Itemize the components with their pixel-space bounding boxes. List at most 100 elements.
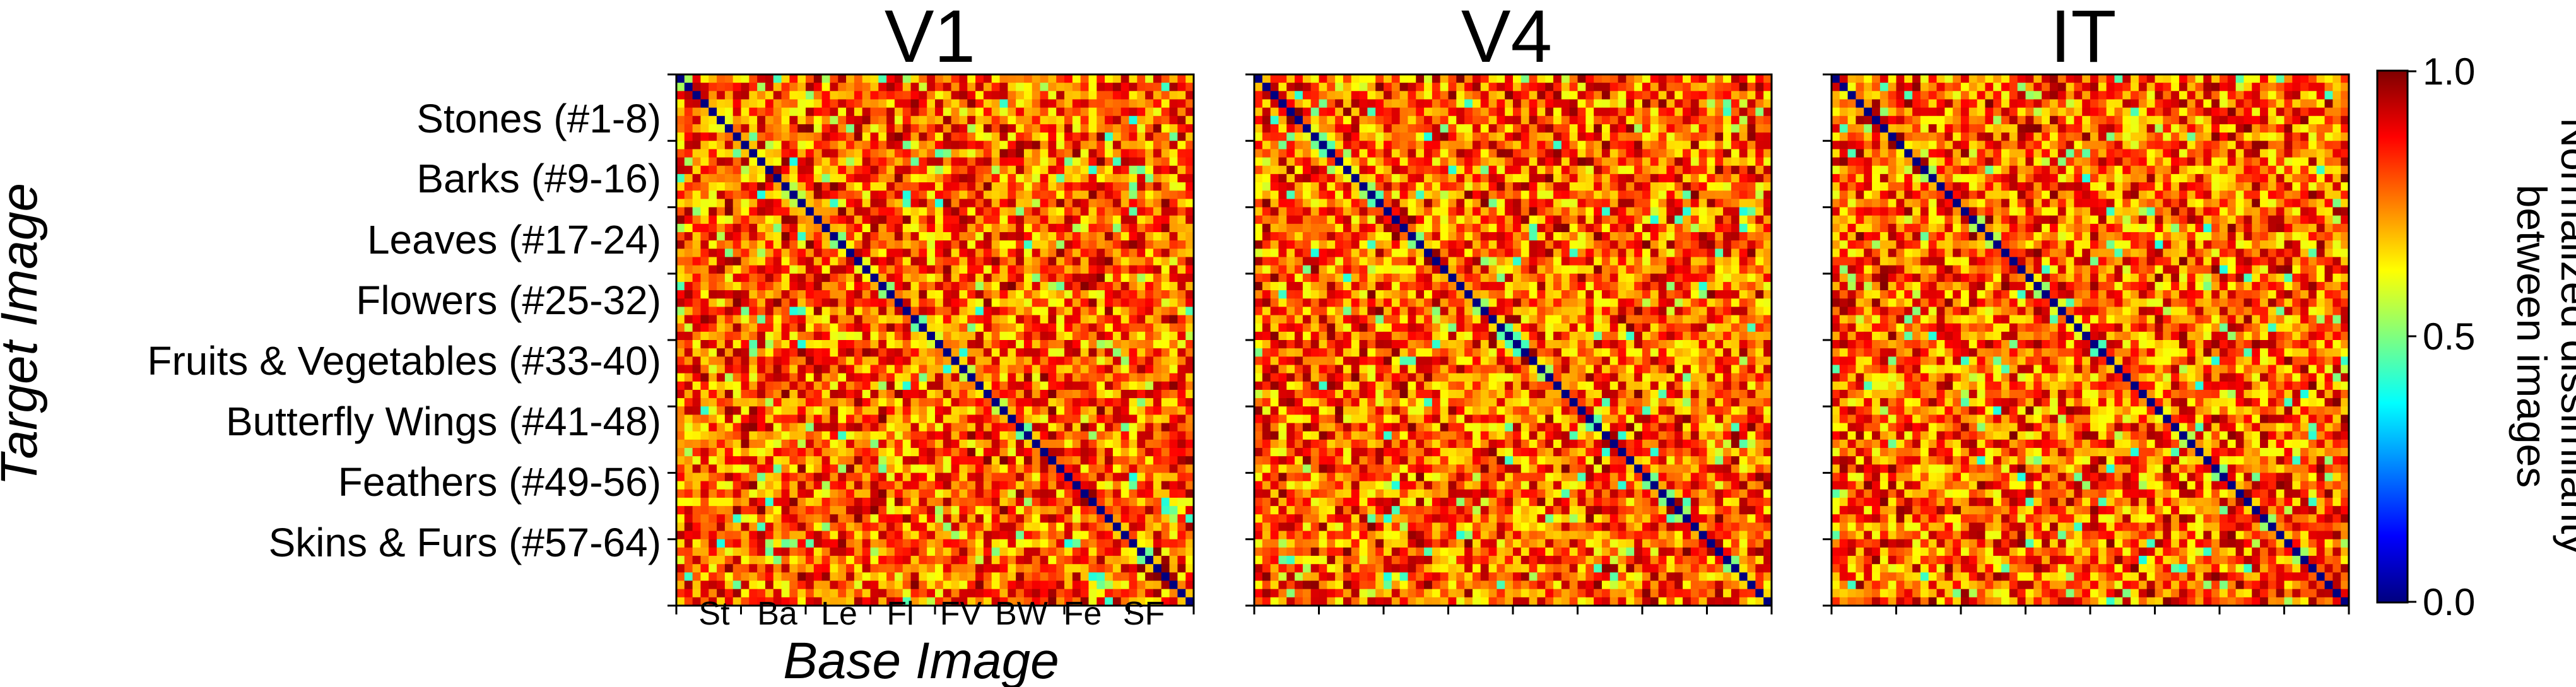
heatmap-cell: [1112, 473, 1122, 482]
heatmap-cell: [1319, 141, 1327, 150]
heatmap-cell: [765, 157, 774, 167]
heatmap-cell: [757, 423, 766, 432]
heatmap-cell: [1585, 115, 1594, 125]
heatmap-cell: [886, 107, 895, 117]
heatmap-cell: [999, 481, 1008, 490]
heatmap-cell: [1016, 389, 1025, 399]
heatmap-cell: [732, 373, 742, 382]
heatmap-cell: [1129, 83, 1138, 91]
heatmap-cell: [830, 232, 838, 241]
heatmap-cell: [1137, 331, 1146, 341]
heatmap-cell: [919, 547, 927, 556]
heatmap-cell: [1088, 107, 1097, 117]
heatmap-cell: [1169, 290, 1178, 299]
heatmap-cell: [1424, 149, 1433, 158]
heatmap-cell: [789, 74, 798, 83]
heatmap-cell: [1072, 281, 1081, 291]
heatmap-cell: [1169, 589, 1178, 598]
heatmap-cell: [1056, 207, 1065, 216]
heatmap-cell: [943, 115, 952, 125]
heatmap-cell: [1145, 522, 1154, 532]
heatmap-cell: [927, 124, 936, 133]
heatmap-cell: [1169, 199, 1178, 208]
heatmap-cell: [902, 365, 912, 374]
heatmap-cell: [676, 580, 685, 590]
heatmap-cell: [781, 182, 790, 191]
heatmap-cell: [692, 456, 702, 465]
heatmap-cell: [1048, 522, 1057, 532]
heatmap-cell: [1391, 99, 1401, 109]
heatmap-cell: [1440, 157, 1449, 167]
heatmap-cell: [765, 83, 774, 91]
heatmap-cell: [854, 539, 863, 548]
heatmap-cell: [951, 99, 960, 109]
heatmap-cell: [709, 423, 717, 432]
heatmap-cell: [902, 489, 912, 498]
heatmap-cell: [806, 141, 815, 150]
heatmap-cell: [967, 522, 976, 532]
heatmap-cell: [717, 281, 726, 291]
heatmap-cell: [1056, 365, 1065, 374]
heatmap-cell: [1432, 83, 1441, 91]
heatmap-cell: [1105, 74, 1114, 83]
heatmap-cell: [1295, 173, 1303, 183]
heatmap-cell: [1177, 539, 1186, 548]
heatmap-cell: [991, 597, 1001, 606]
heatmap-cell: [1480, 115, 1490, 125]
heatmap-cell: [1177, 381, 1186, 390]
heatmap-cell: [1153, 547, 1162, 556]
heatmap-cell: [797, 473, 806, 482]
heatmap-cell: [709, 431, 717, 440]
heatmap-cell: [1553, 173, 1562, 183]
heatmap-cell: [1351, 173, 1360, 183]
heatmap-cell: [894, 240, 903, 249]
heatmap-cell: [1105, 240, 1114, 249]
heatmap-cell: [1601, 182, 1611, 191]
heatmap-cell: [797, 506, 806, 515]
heatmap-cell: [1145, 414, 1154, 424]
heatmap-cell: [894, 373, 903, 382]
heatmap-cell: [765, 191, 774, 199]
heatmap-cell: [741, 431, 750, 440]
heatmap-cell: [1145, 83, 1154, 91]
heatmap-cell: [684, 182, 693, 191]
heatmap-cell: [797, 356, 806, 366]
heatmap-cell: [910, 265, 919, 274]
heatmap-cell: [943, 489, 952, 498]
heatmap-cell: [676, 514, 685, 524]
heatmap-cell: [1080, 165, 1090, 175]
heatmap-cell: [781, 580, 790, 590]
heatmap-cell: [1112, 115, 1122, 125]
heatmap-cell: [1040, 132, 1049, 141]
heatmap-cell: [1105, 273, 1114, 283]
heatmap-cell: [1169, 273, 1178, 283]
heatmap-cell: [1008, 83, 1016, 91]
heatmap-cell: [757, 373, 766, 382]
heatmap-cell: [724, 173, 734, 183]
heatmap-cell: [959, 431, 968, 440]
heatmap-cell: [830, 556, 838, 565]
heatmap-cell: [1145, 506, 1154, 515]
heatmap-cell: [1153, 464, 1162, 474]
heatmap-cell: [991, 531, 1001, 540]
heatmap-cell: [684, 589, 693, 598]
heatmap-cell: [1048, 157, 1057, 167]
heatmap-cell: [1080, 240, 1090, 249]
heatmap-cell: [1145, 265, 1154, 274]
heatmap-cell: [975, 580, 984, 590]
heatmap-cell: [1408, 132, 1416, 141]
heatmap-cell: [1185, 348, 1194, 357]
heatmap-cell: [732, 522, 742, 532]
heatmap-cell: [846, 439, 855, 449]
heatmap-cell: [1161, 307, 1170, 316]
heatmap-cell: [1137, 207, 1146, 216]
heatmap-cell: [1008, 182, 1016, 191]
heatmap-cell: [765, 240, 774, 249]
heatmap-cell: [1120, 564, 1130, 573]
heatmap-cell: [967, 356, 976, 366]
heatmap-cell: [684, 149, 693, 158]
heatmap-cell: [975, 115, 984, 125]
heatmap-cell: [813, 497, 823, 507]
heatmap-cell: [1105, 481, 1114, 490]
heatmap-cell: [959, 157, 968, 167]
